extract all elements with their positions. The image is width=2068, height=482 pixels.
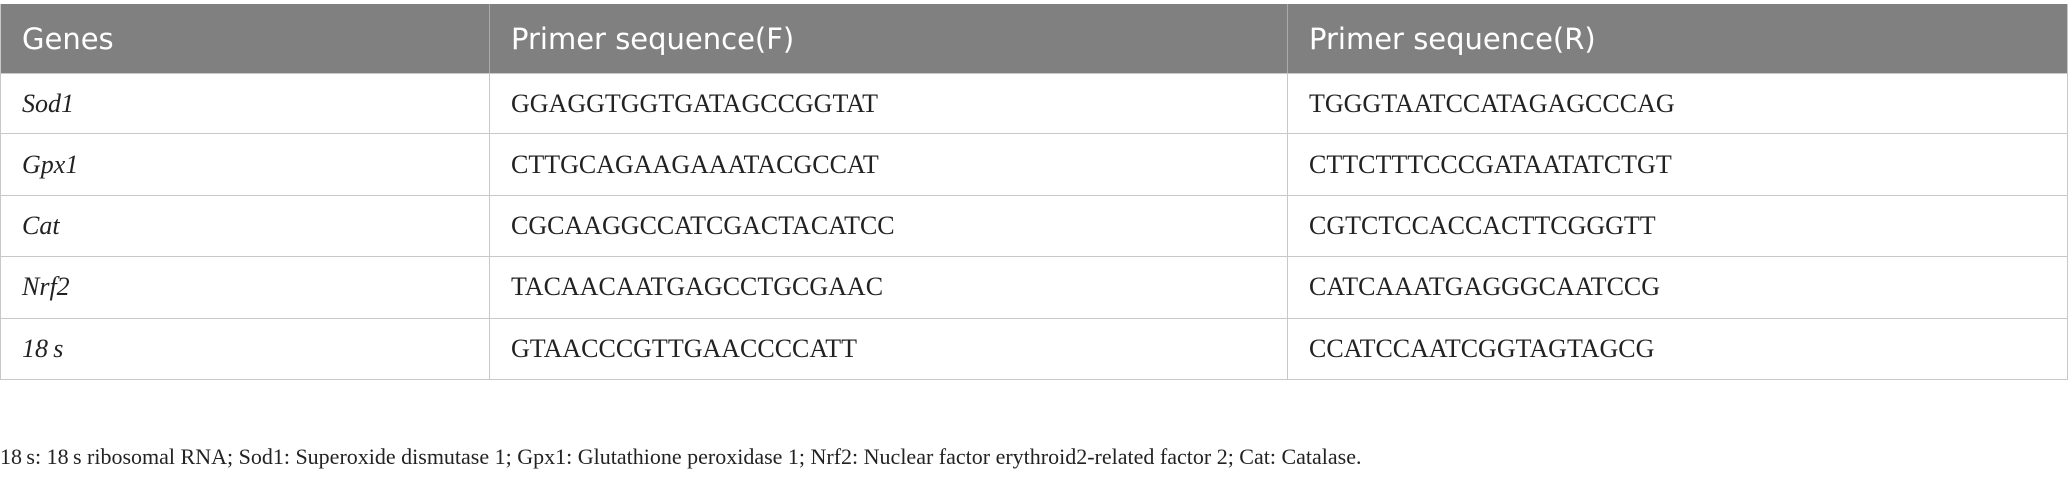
table-cell: Nrf2: [0, 257, 489, 318]
table-cell: CCATCCAATCGGTAGTAGCG: [1287, 318, 2068, 379]
header-cell: Primer sequence(F): [489, 4, 1287, 73]
header-row: Genes Primer sequence(F) Primer sequence(R…: [0, 4, 2068, 73]
table-cell: CTTGCAGAAGAAATACGCCAT: [489, 134, 1287, 195]
table-cell: TACAACAATGAGCCTGCGAAC: [489, 257, 1287, 318]
table-row: Gpx1 CTTGCAGAAGAAATACGCCAT CTTCTTTCCCGATAA…: [0, 134, 2068, 196]
table-cell: TGGGTAATCCATAGAGCCCAG: [1287, 74, 2068, 134]
table-cell: Cat: [0, 195, 489, 257]
table-cell: GGAGGTGGTGATAGCCGGTAT: [489, 74, 1287, 134]
table-row: 18 s GTAACCCGTTGAACCCCATT CCATCCAATCGGTAGT…: [0, 318, 2068, 380]
header-cell: Primer sequence(R): [1287, 4, 2068, 73]
table-cell: 18 s: [0, 318, 489, 379]
table-cell: CTTCTTTCCCGATAATATCTGT: [1287, 134, 2068, 195]
table-row: Sod1 GGAGGTGGTGATAGCCGGTAT TGGGTAATCCATAGA…: [0, 73, 2068, 135]
table-row: Cat CGCAAGGCCATCGACTACATCC CGTCTCCACCACTTC…: [0, 195, 2068, 258]
table-cell: GTAACCCGTTGAACCCCATT: [489, 318, 1287, 379]
table-cell: CATCAAATGAGGGCAATCCG: [1287, 257, 2068, 318]
table-cell: Sod1: [0, 74, 489, 134]
table-row: Nrf2 TACAACAATGAGCCTGCGAAC CATCAAATGAGGGCA…: [0, 257, 2068, 319]
header-cell: Genes: [0, 4, 489, 73]
table-cell: CGTCTCCACCACTTCGGGTT: [1287, 195, 2068, 257]
footnote: 18 s: 18 s ribosomal RNA; Sod1: Superoxi…: [0, 444, 1362, 469]
table-cell: Gpx1: [0, 134, 489, 195]
table-cell: CGCAAGGCCATCGACTACATCC: [489, 195, 1287, 257]
